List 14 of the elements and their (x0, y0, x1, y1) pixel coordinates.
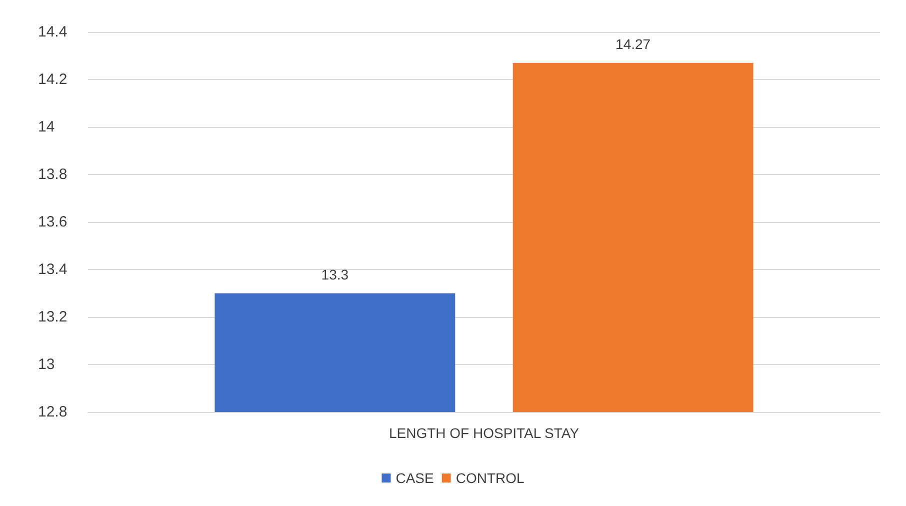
y-tick-label: 13.6 (38, 214, 68, 230)
data-label: 13.3 (321, 266, 349, 282)
legend-label: CONTROL (456, 470, 524, 486)
y-tick-label: 13.2 (38, 308, 68, 326)
y-tick-label: 13 (38, 356, 55, 373)
x-tick-label: LENGTH OF HOSPITAL STAY (388, 425, 580, 441)
y-tick-label: 12.8 (38, 404, 68, 420)
data-label: 14.27 (616, 36, 651, 52)
y-tick-label: 13.8 (38, 166, 68, 183)
y-tick-label: 13.4 (38, 261, 68, 278)
y-tick-label: 14 (38, 118, 55, 136)
legend-label: CASE (396, 470, 434, 486)
y-tick-label: 14.4 (38, 24, 68, 40)
y-tick-label: 14.2 (38, 71, 68, 88)
